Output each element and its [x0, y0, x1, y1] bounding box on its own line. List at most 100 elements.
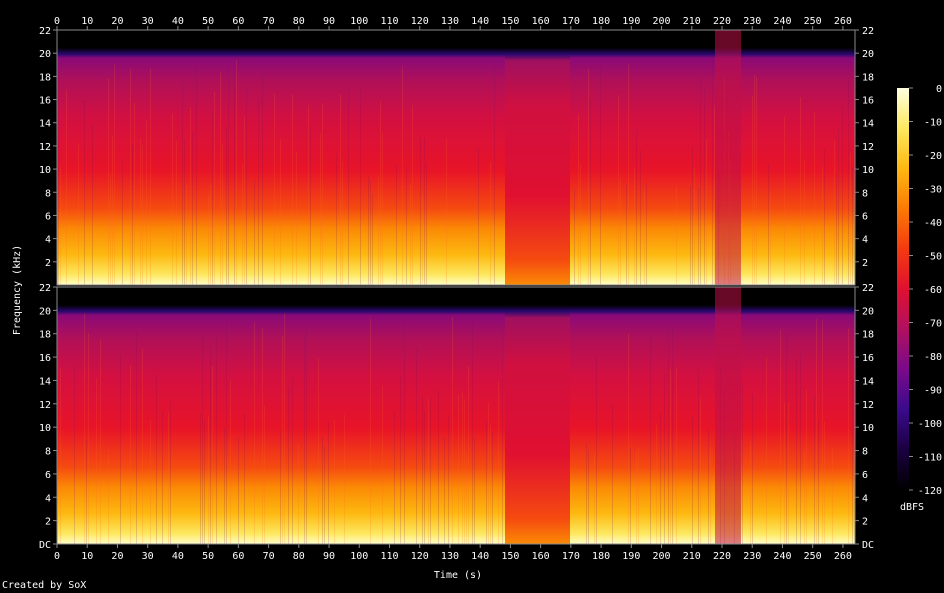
- x-tick-label-bottom: 240: [773, 551, 791, 562]
- y-tick-label-left: 22: [39, 283, 51, 294]
- spectrum-texture-stripe: [742, 383, 743, 544]
- spectrum-texture-stripe: [630, 448, 631, 544]
- y-tick-label-right: 10: [862, 423, 874, 434]
- spectrum-texture-stripe: [796, 359, 797, 544]
- spectrum-texture-stripe: [690, 186, 691, 285]
- y-tick-label-right: 6: [862, 211, 868, 222]
- spectrum-texture-stripe: [238, 437, 239, 544]
- x-tick-label-bottom: 200: [653, 551, 671, 562]
- channel-2-frame: [56, 286, 856, 545]
- spectrum-texture-stripe: [360, 88, 361, 285]
- spectrum-texture-stripe: [800, 350, 801, 544]
- spectrum-texture-stripe: [490, 425, 491, 544]
- spectrum-texture-stripe: [668, 325, 669, 544]
- x-tick-label-bottom: 140: [471, 551, 489, 562]
- x-tick-label-top: 30: [142, 16, 154, 27]
- colorbar-ticks: 0 -10 -20 -30 -40 -50 -60 -70 -80 -90 -100 -110 -120: [909, 84, 942, 497]
- spectrum-texture-stripe: [626, 184, 627, 285]
- colorbar-tick-label: -70: [924, 319, 942, 330]
- spectrum-texture-stripe: [380, 101, 381, 285]
- spectrum-texture-stripe: [308, 105, 309, 285]
- y-tick-label-right: 20: [862, 49, 874, 60]
- y-tick-label-left: 18: [39, 72, 51, 83]
- spectrum-texture-stripe: [262, 71, 263, 285]
- spectrum-texture-stripe: [574, 189, 575, 285]
- x-tick-label-top: 160: [532, 16, 550, 27]
- spectrum-texture-stripe: [752, 95, 753, 286]
- spectrum-texture-stripe: [428, 399, 429, 544]
- spectrum-texture-stripe: [136, 332, 137, 544]
- spectrum-texture-stripe: [234, 69, 235, 286]
- spectrum-texture-stripe: [114, 64, 115, 286]
- spectrum-texture-stripe: [92, 123, 93, 285]
- spectrum-texture-stripe: [96, 378, 97, 544]
- x-tick-label-top: 40: [172, 16, 184, 27]
- spectrum-texture-stripe: [254, 180, 255, 285]
- spectrum-texture-stripe: [100, 339, 101, 544]
- x-tick-label-bottom: 260: [834, 551, 852, 562]
- y-tick-label-left: DC: [39, 540, 51, 551]
- colorbar-tick-label: -50: [924, 252, 942, 263]
- colorbar-tick-label: -30: [924, 185, 942, 196]
- spectrum-texture-stripe: [244, 413, 245, 544]
- spectrum-texture-stripe: [130, 68, 131, 285]
- created-by-credit: Created by SoX: [2, 580, 86, 591]
- spectrum-texture-stripe: [370, 180, 371, 285]
- y-tick-label-left: 2: [45, 517, 51, 528]
- spectrum-texture-stripe: [664, 374, 665, 544]
- spectrum-texture-stripe: [692, 146, 693, 285]
- y-tick-label-right: 22: [862, 283, 874, 294]
- spectrum-texture-stripe: [320, 133, 321, 285]
- spectrum-texture-stripe: [770, 192, 771, 285]
- colorbar-tick-label: -120: [918, 486, 942, 497]
- colorbar-tick-label: -100: [918, 419, 942, 430]
- spectrum-texture-stripe: [210, 185, 211, 285]
- spectrum-texture-stripe: [824, 148, 825, 285]
- spectrum-texture-stripe: [590, 98, 591, 286]
- x-tick-label-bottom: 250: [804, 551, 822, 562]
- spectrum-texture-stripe: [142, 144, 143, 285]
- spectrum-texture-stripe: [502, 324, 503, 544]
- x-tick-label-top: 260: [834, 16, 852, 27]
- x-tick-label-bottom: 130: [441, 551, 459, 562]
- spectrum-texture-stripe: [492, 432, 493, 544]
- y-tick-label-left: 6: [45, 470, 51, 481]
- x-tick-label-bottom: 190: [622, 551, 640, 562]
- spectrum-texture-stripe: [446, 138, 447, 285]
- spectrum-texture-stripe: [766, 357, 767, 544]
- spectrum-texture-stripe: [156, 373, 157, 544]
- spectrum-texture-stripe: [594, 453, 595, 544]
- spectrum-texture-stripe: [424, 411, 425, 544]
- spectrum-texture-stripe: [212, 365, 213, 544]
- x-tick-label-top: 130: [441, 16, 459, 27]
- x-tick-label-top: 220: [713, 16, 731, 27]
- spectrum-texture-stripe: [336, 153, 337, 285]
- x-tick-label-bottom: 220: [713, 551, 731, 562]
- x-tick-label-bottom: 230: [743, 551, 761, 562]
- channel-1-plot: [56, 29, 856, 286]
- colorbar-tick-label: -10: [924, 118, 942, 129]
- spectrum-texture-stripe: [258, 99, 259, 286]
- colorbar-tick-label: -80: [924, 352, 942, 363]
- spectrum-texture-stripe: [208, 194, 209, 285]
- x-tick-label-top: 110: [380, 16, 398, 27]
- spectrum-texture-stripe: [280, 138, 281, 285]
- spectrum-texture-stripe: [226, 315, 227, 544]
- spectrum-texture-stripe: [448, 414, 449, 544]
- y-tick-label-left: 10: [39, 423, 51, 434]
- x-tick-label-top: 120: [411, 16, 429, 27]
- spectrum-texture-stripe: [644, 188, 645, 285]
- y-tick-label-left: 6: [45, 211, 51, 222]
- spectrum-texture-stripe: [328, 422, 329, 544]
- spectrum-texture-stripe: [588, 68, 589, 285]
- y-tick-label-right: 14: [862, 119, 874, 130]
- spectrum-texture-stripe: [698, 188, 699, 285]
- spectrum-texture-stripe: [848, 77, 849, 286]
- y-tick-label-left: 8: [45, 447, 51, 458]
- colorbar: 0 -10 -20 -30 -40 -50 -60 -70 -80 -90 -100 -110 -120…: [897, 84, 942, 513]
- y-tick-label-right: 18: [862, 330, 874, 341]
- x-tick-label-bottom: 120: [411, 551, 429, 562]
- spectrum-texture-stripe: [202, 335, 203, 544]
- spectrum-texture-stripe: [700, 78, 701, 285]
- x-tick-label-bottom: 70: [263, 551, 275, 562]
